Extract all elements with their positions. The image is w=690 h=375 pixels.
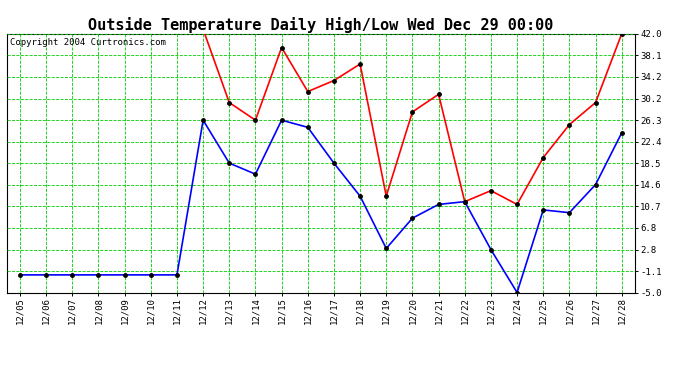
Title: Outside Temperature Daily High/Low Wed Dec 29 00:00: Outside Temperature Daily High/Low Wed D…: [88, 16, 553, 33]
Text: Copyright 2004 Curtronics.com: Copyright 2004 Curtronics.com: [10, 38, 166, 46]
